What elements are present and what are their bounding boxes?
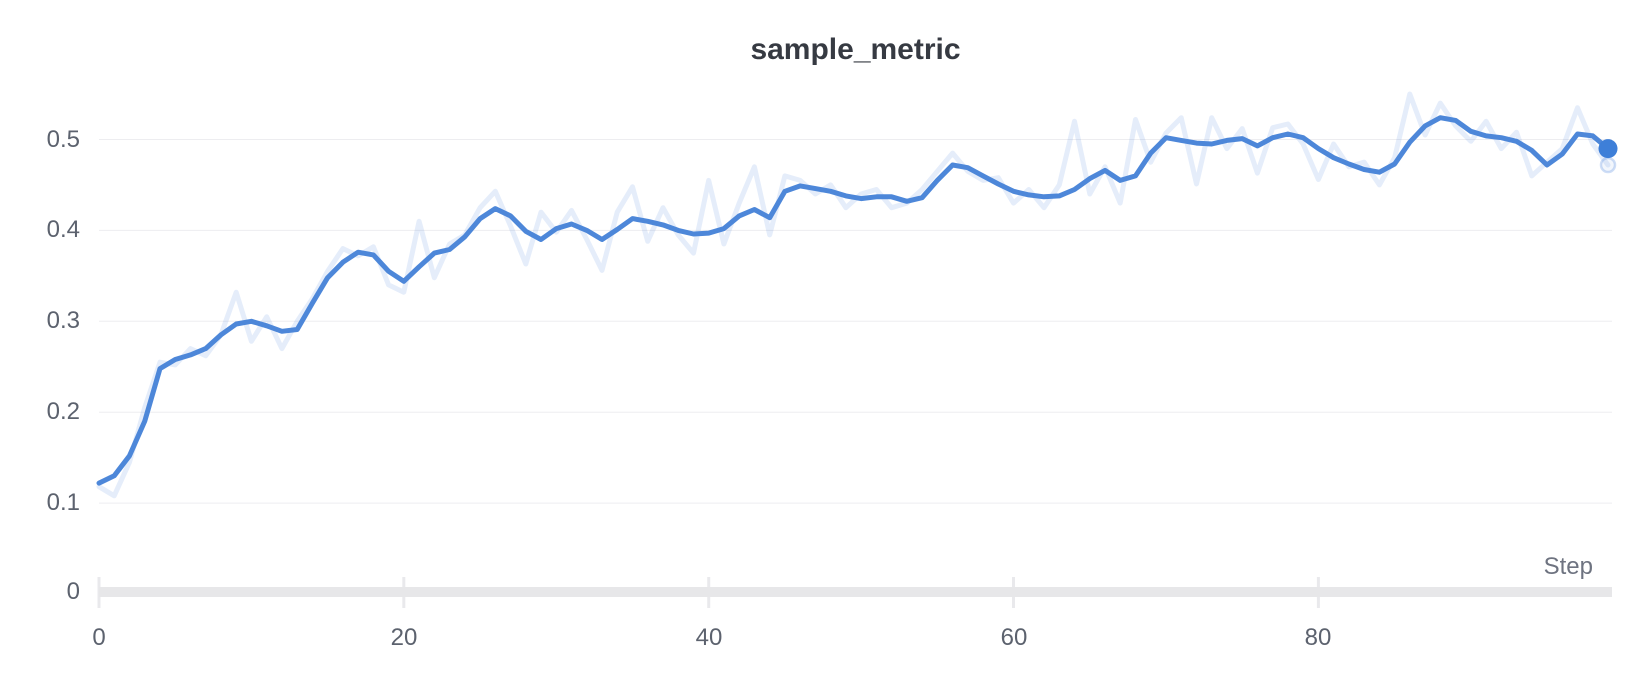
x-tick-label-40: 40 xyxy=(695,624,723,651)
series-endpoints xyxy=(1598,139,1618,174)
x-axis-bar xyxy=(99,587,1612,597)
smoothed-line xyxy=(96,115,1611,486)
gridlines xyxy=(99,139,1612,504)
y-tick-label-0.2: 0.2 xyxy=(46,398,80,425)
raw-endpoint-ring xyxy=(1599,156,1617,174)
y-tick-label-0: 0 xyxy=(66,578,80,605)
series-lines xyxy=(96,91,1611,499)
x-tick-label-20: 20 xyxy=(390,624,418,651)
y-tick-label-0.1: 0.1 xyxy=(46,489,80,516)
x-axis-title: Step xyxy=(1543,553,1593,580)
y-tick-label-0.3: 0.3 xyxy=(46,307,80,334)
x-tick-label-80: 80 xyxy=(1304,624,1332,651)
x-tick-label-0: 0 xyxy=(92,624,106,651)
y-tick-label-0.5: 0.5 xyxy=(46,126,80,153)
x-tick-label-60: 60 xyxy=(1000,624,1028,651)
chart-title: sample_metric xyxy=(750,33,961,66)
y-tick-label-0.4: 0.4 xyxy=(46,216,80,243)
raw-line xyxy=(96,91,1611,499)
smoothed-endpoint-dot xyxy=(1598,139,1618,159)
